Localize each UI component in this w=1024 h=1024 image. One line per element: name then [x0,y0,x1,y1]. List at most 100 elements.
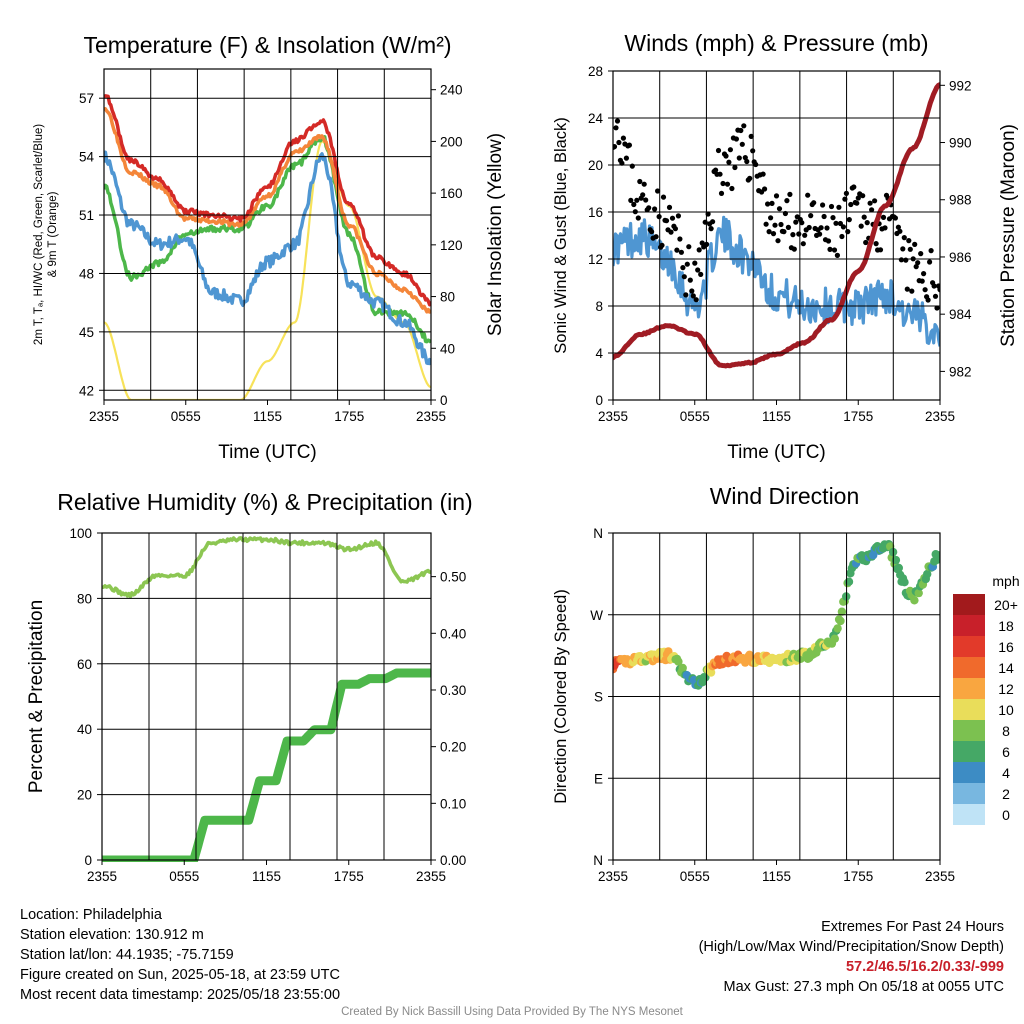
gust-point [802,232,808,238]
gust-point [727,147,734,153]
solar-insolation-line [104,140,431,400]
direction-point [923,569,932,579]
gust-point [666,204,673,210]
rh-y-tick-label: 20 [77,788,92,803]
gust-point [828,203,835,210]
gust-point [872,198,878,204]
gust-point [772,222,778,228]
legend-swatch [953,615,985,636]
gust-point [744,158,750,165]
wind-y-tick-label: 0 [595,393,603,408]
dir-y-tick-label: N [593,526,603,541]
temp-y2-tick-label: 0 [440,393,448,408]
gust-point [631,201,637,208]
gust-point [637,178,643,185]
wind-y2-tick-label: 986 [949,250,972,265]
temp-2m-line [104,94,431,307]
temp-y2-tick-label: 240 [440,83,463,98]
gust-point [895,224,902,230]
legend-label: 4 [1002,765,1010,781]
temp-y2-tick-label: 40 [440,341,455,356]
gust-point [909,288,915,294]
gust-point [629,163,635,169]
temp-y-tick-label: 54 [79,150,95,165]
temp-y2-tick-label: 160 [440,186,463,201]
wind-axes [608,70,945,405]
legend-label: 20+ [994,597,1018,613]
dir-y-label: Direction (Colored By Speed) [552,589,570,804]
rh-series-group [102,536,431,862]
gust-point [696,247,702,253]
gust-point [846,217,852,223]
extremes-desc: (High/Low/Max Wind/Precipitation/Snow De… [698,939,1004,955]
gust-point [773,193,780,199]
direction-point [674,657,683,666]
rh-x-tick-label: 2355 [416,869,446,884]
legend-swatch [953,594,985,615]
text-layer: 2355 0555 1155 1755 235542454851545704080120… [26,30,1020,884]
gust-point [919,278,925,284]
dir-x-tick-label: 1755 [843,869,873,884]
legend-swatch [953,657,985,678]
gust-point [733,136,740,142]
gust-point [672,226,679,232]
gust-point [880,214,887,220]
rh-y-label: Percent & Precipitation [26,600,47,793]
direction-point [706,668,716,677]
max-gust-text: Max Gust: 27.3 mph On 05/18 at 0055 UTC [723,979,1004,995]
gust-point [613,144,618,150]
gust-point [873,241,879,247]
rh-frame [101,532,432,861]
rh-y-tick-label: 100 [69,526,92,541]
wind-y2-label: Station Pressure (Maroon) [998,124,1019,347]
legend-label: 10 [998,702,1014,718]
gust-point [912,241,918,247]
gust-point [821,213,827,220]
gust-point [882,225,888,231]
gust-point [766,229,772,235]
temp-y2-tick-label: 80 [440,290,455,305]
elevation-text: Station elevation: 130.912 m [20,927,204,943]
gust-point [922,287,928,293]
gust-point [695,267,701,273]
legend-swatch [953,804,985,825]
latlon-text: Station lat/lon: 44.1935; -75.7159 [20,947,234,963]
direction-point [894,563,903,573]
gust-point [805,192,811,198]
gust-point [765,201,771,207]
gust-point [763,221,769,227]
gust-point [790,232,796,238]
gust-point [684,261,690,267]
gust-point [932,293,939,299]
gust-point [845,229,851,235]
gust-point [678,249,685,255]
gust-point [915,260,921,266]
gust-point [913,264,919,270]
gust-point [690,293,696,299]
gust-point [785,224,792,230]
dir-y-tick-label: S [594,690,603,705]
temp-x-tick-label: 0555 [171,409,201,424]
legend-label: 14 [998,660,1014,676]
gust-point [903,257,909,263]
gust-point [689,288,695,294]
direction-point [935,551,940,560]
gust-point [628,197,634,203]
wind-y-tick-label: 8 [595,299,603,314]
gust-point [775,238,781,244]
gust-point [748,133,754,139]
gust-point [668,229,674,235]
rh-y-tick-label: 80 [77,591,92,606]
rh-x-tick-label: 1755 [334,869,364,884]
direction-point [891,555,901,565]
gust-point [827,246,833,252]
wind-x-tick-label: 2355 [598,409,628,424]
wind-y2-tick-label: 982 [949,364,972,379]
temp-y-tick-label: 45 [79,325,94,340]
gust-point [831,247,838,253]
wind-y2-tick-label: 990 [949,136,972,151]
gust-point [854,200,860,206]
temp-y-tick-label: 51 [79,208,94,223]
temp-x-tick-label: 2355 [416,409,446,424]
